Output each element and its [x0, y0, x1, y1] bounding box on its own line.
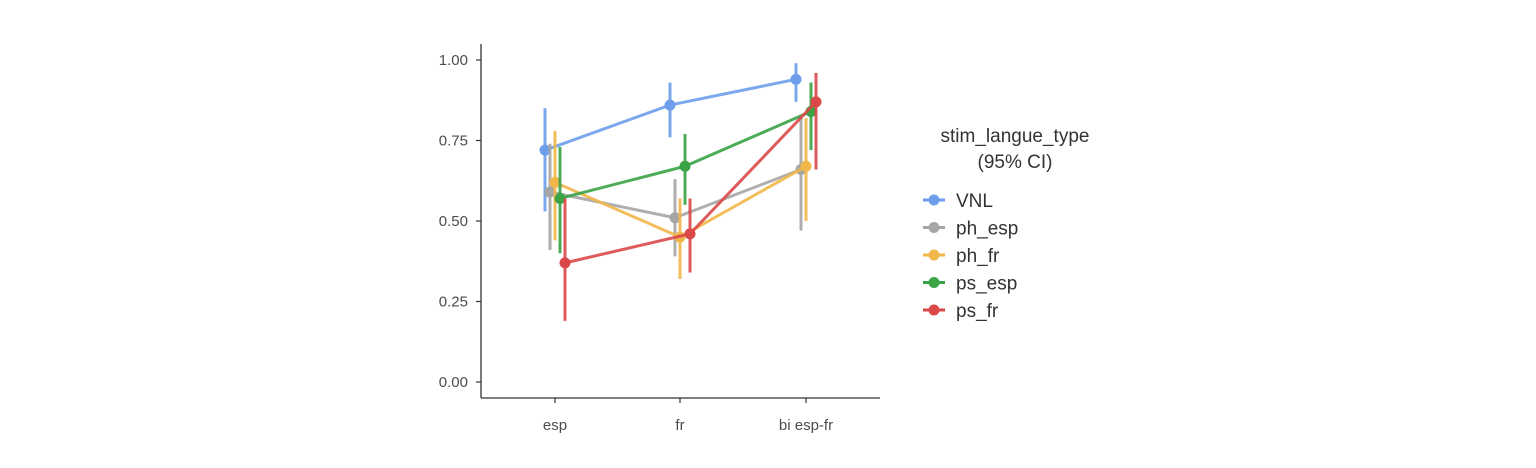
legend-item-ph_fr: ph_fr	[923, 246, 1000, 267]
legend-items: VNL ph_esp ph_fr ps_esp ps_fr	[923, 191, 1018, 322]
legend-key-point-ps_esp	[928, 277, 940, 288]
point-ph_esp-0	[544, 186, 556, 198]
plot-area	[539, 63, 822, 321]
y-ticks: 0.00 0.25 0.50 0.75 1.00	[439, 52, 481, 391]
legend-title-line1: stim_langue_type	[941, 126, 1090, 147]
legend-title-line2: (95% CI)	[978, 152, 1053, 173]
axes: 0.00 0.25 0.50 0.75 1.00 esp fr bi esp-fr	[439, 44, 880, 434]
point-ps_fr-0	[559, 257, 571, 269]
legend-key-point-VNL	[928, 194, 940, 206]
point-ph_fr-0	[549, 176, 561, 188]
point-ph_esp-1	[669, 212, 681, 224]
legend-item-ps_esp: ps_esp	[923, 274, 1017, 295]
point-ps_fr-2	[810, 96, 822, 108]
y-tick-label-2: 0.50	[439, 213, 468, 230]
x-ticks: esp fr bi esp-fr	[543, 398, 833, 434]
legend-label-ph_fr: ph_fr	[956, 246, 1000, 267]
x-tick-label-1: fr	[675, 417, 684, 434]
legend: stim_langue_type (95% CI) VNL ph_esp ph_fr…	[923, 126, 1089, 322]
legend-key-point-ph_esp	[928, 222, 940, 233]
legend-key-point-ps_fr	[928, 304, 940, 316]
x-tick-label-2: bi esp-fr	[779, 417, 833, 434]
x-tick-label-0: esp	[543, 417, 567, 434]
point-ps_esp-1	[679, 160, 691, 172]
y-tick-label-3: 0.75	[439, 133, 468, 150]
legend-label-ps_esp: ps_esp	[956, 274, 1017, 295]
y-tick-label-4: 1.00	[439, 52, 468, 69]
series-ph_esp	[544, 114, 807, 257]
series-ps_fr	[559, 72, 822, 321]
point-VNL-0	[539, 144, 551, 156]
point-ps_esp-0	[554, 192, 566, 204]
legend-item-ps_fr: ps_fr	[923, 301, 999, 322]
series-ps_esp	[554, 82, 817, 254]
point-ph_fr-2	[800, 160, 812, 172]
point-VNL-1	[664, 99, 676, 111]
legend-label-ps_fr: ps_fr	[956, 301, 999, 322]
series-ph_fr	[549, 117, 812, 279]
legend-label-VNL: VNL	[956, 191, 993, 212]
y-tick-label-0: 0.00	[439, 374, 468, 391]
point-VNL-2	[790, 73, 802, 85]
legend-item-VNL: VNL	[923, 191, 993, 212]
legend-label-ph_esp: ph_esp	[956, 219, 1018, 240]
series-VNL	[539, 63, 802, 212]
point-ps_fr-1	[684, 228, 696, 240]
legend-key-point-ph_fr	[928, 249, 940, 261]
legend-item-ph_esp: ph_esp	[923, 219, 1018, 240]
y-tick-label-1: 0.25	[439, 294, 468, 311]
